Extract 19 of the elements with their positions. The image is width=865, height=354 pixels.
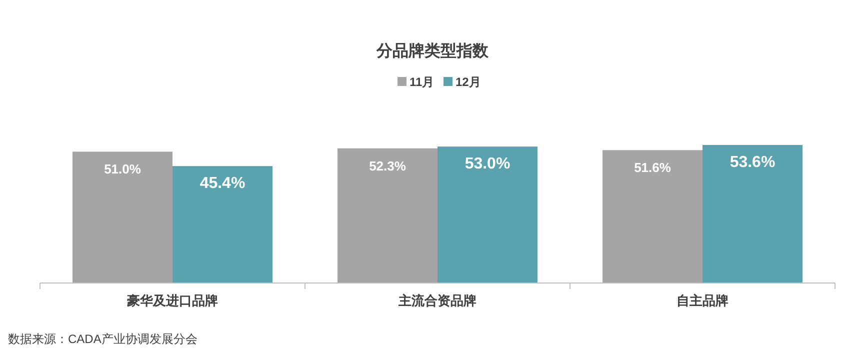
- bar: [72, 152, 172, 283]
- x-tick-label: 自主品牌: [676, 293, 728, 308]
- data-label: 51.0%: [104, 162, 142, 177]
- bar: [702, 145, 802, 283]
- bar: [172, 166, 272, 283]
- legend-label: 11月: [410, 75, 434, 89]
- data-label: 53.6%: [730, 154, 776, 171]
- data-label: 45.4%: [200, 175, 246, 192]
- source-note: 数据来源：CADA产业协调发展分会: [8, 332, 198, 346]
- data-label: 53.0%: [464, 156, 510, 173]
- x-tick-label: 豪华及进口品牌: [126, 293, 218, 308]
- bar: [602, 150, 702, 283]
- data-label: 51.6%: [634, 160, 672, 176]
- chart-title: 分品牌类型指数: [376, 42, 490, 60]
- bar: [338, 148, 438, 283]
- bar: [438, 146, 538, 283]
- data-label: 52.3%: [369, 158, 406, 174]
- x-tick-label: 主流合资品牌: [398, 293, 476, 308]
- legend-label: 12月: [456, 75, 481, 89]
